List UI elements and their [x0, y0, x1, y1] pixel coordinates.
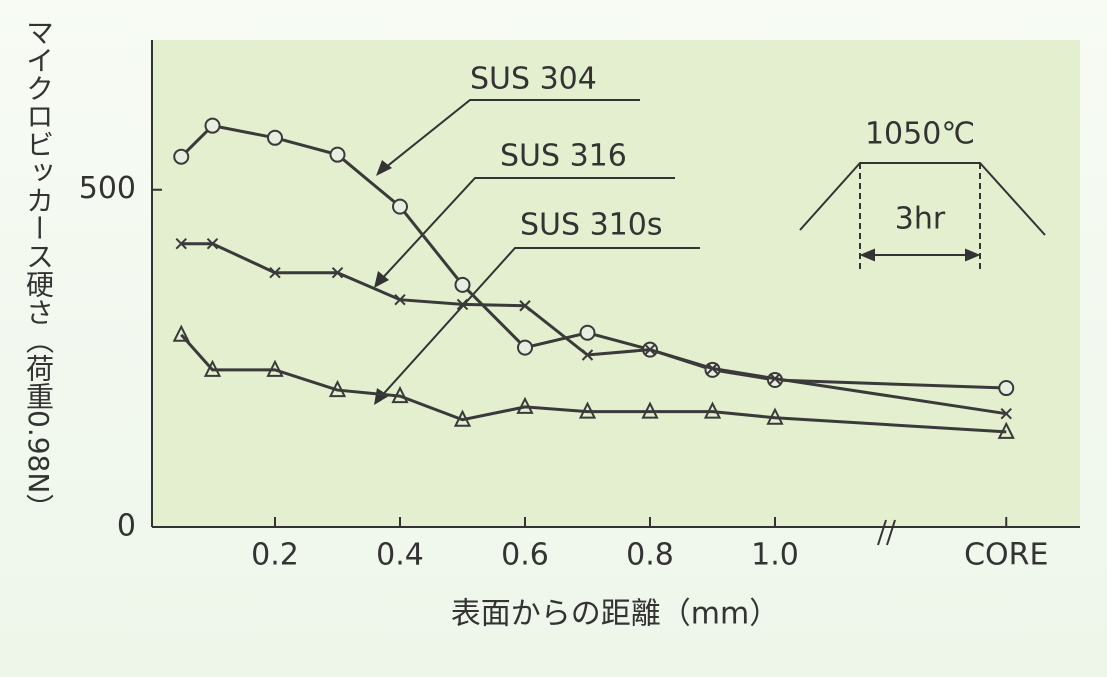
point — [456, 298, 469, 311]
point — [172, 324, 190, 342]
point-stroke — [644, 343, 656, 356]
series-line — [181, 242, 1007, 416]
point — [997, 421, 1015, 439]
y-tick-label: 500 — [79, 171, 136, 206]
point — [1000, 407, 1012, 420]
series-label: SUS 304 — [470, 62, 597, 97]
point — [453, 409, 472, 427]
point — [644, 343, 656, 356]
point-stroke — [394, 293, 406, 306]
point — [519, 300, 531, 312]
plot-area — [152, 40, 1080, 527]
heat-profile — [799, 162, 1046, 270]
series-label: SUS 316 — [500, 139, 627, 174]
point — [331, 267, 344, 279]
x-tick-label: CORE — [964, 538, 1048, 573]
point-stroke — [269, 267, 281, 279]
arrowheads — [374, 160, 392, 405]
point-stroke — [769, 372, 781, 385]
point — [517, 339, 533, 356]
point — [328, 379, 347, 398]
point-stroke — [581, 349, 594, 361]
point — [454, 276, 471, 293]
axis-break — [877, 519, 896, 546]
point-stroke — [175, 237, 187, 250]
point — [392, 198, 408, 215]
point — [579, 324, 596, 341]
point-stroke — [331, 267, 344, 279]
x-tick-label: 0.4 — [376, 538, 424, 573]
x-tick-label: 1.0 — [751, 538, 799, 573]
point-stroke — [519, 300, 531, 312]
x-axis-label: 表面からの距離（mm） — [451, 597, 779, 632]
callouts — [377, 99, 700, 401]
annotation: 1050℃ — [865, 117, 975, 152]
point — [998, 380, 1015, 397]
point — [578, 401, 597, 419]
point — [175, 237, 187, 250]
point-stroke — [1000, 407, 1012, 420]
point — [703, 401, 722, 419]
point — [706, 362, 719, 375]
x-tick-label: 0.6 — [501, 538, 549, 573]
point — [581, 349, 594, 361]
point — [394, 293, 406, 306]
point-stroke — [206, 237, 219, 250]
y-axis-label: マイクロビッカース硬さ（荷重0.98N） — [22, 18, 55, 522]
x-tick-label: 0.2 — [251, 538, 299, 573]
point — [204, 117, 221, 134]
point-stroke — [456, 298, 469, 311]
point — [391, 385, 409, 404]
point — [173, 148, 190, 165]
series-label: SUS 310s — [520, 208, 662, 243]
annotation: 3hr — [895, 202, 946, 237]
point — [766, 407, 784, 425]
point-stroke — [706, 362, 719, 375]
point — [269, 267, 281, 279]
point — [203, 359, 222, 377]
point — [329, 146, 346, 163]
point — [266, 359, 284, 377]
point — [516, 396, 534, 414]
series-line — [180, 333, 1007, 434]
x-tick-label: 0.8 — [626, 538, 674, 573]
point — [641, 401, 659, 419]
y-tick-label: 0 — [117, 509, 136, 544]
point — [267, 129, 283, 146]
point — [769, 372, 781, 385]
point — [206, 237, 219, 250]
